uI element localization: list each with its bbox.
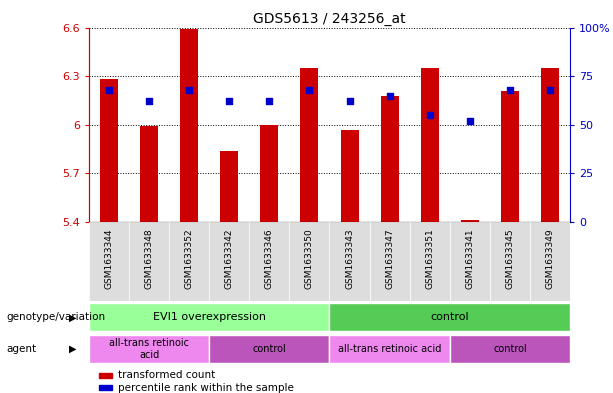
Bar <box>169 222 209 301</box>
Text: GSM1633349: GSM1633349 <box>546 228 555 289</box>
Text: all-trans retinoic acid: all-trans retinoic acid <box>338 344 441 354</box>
Text: ▶: ▶ <box>69 312 77 322</box>
Point <box>545 86 555 93</box>
Point <box>505 86 515 93</box>
Text: EVI1 overexpression: EVI1 overexpression <box>153 312 265 322</box>
Text: all-trans retinoic
acid: all-trans retinoic acid <box>109 338 189 360</box>
Text: percentile rank within the sample: percentile rank within the sample <box>118 383 294 393</box>
Text: GSM1633347: GSM1633347 <box>385 228 394 289</box>
Bar <box>330 335 450 363</box>
Bar <box>209 222 249 301</box>
Text: GSM1633342: GSM1633342 <box>225 228 234 289</box>
Title: GDS5613 / 243256_at: GDS5613 / 243256_at <box>253 13 406 26</box>
Bar <box>99 373 112 378</box>
Point <box>385 92 395 99</box>
Text: ▶: ▶ <box>69 344 77 354</box>
Point <box>264 98 274 105</box>
Point <box>305 86 314 93</box>
Point <box>185 86 194 93</box>
Bar <box>340 130 359 222</box>
Bar <box>209 335 330 363</box>
Text: genotype/variation: genotype/variation <box>6 312 105 322</box>
Text: GSM1633346: GSM1633346 <box>265 228 274 289</box>
Point <box>104 86 114 93</box>
Bar <box>450 222 490 301</box>
Text: control: control <box>253 344 286 354</box>
Text: GSM1633341: GSM1633341 <box>465 228 474 289</box>
Bar <box>89 335 209 363</box>
Bar <box>180 29 198 222</box>
Text: GSM1633348: GSM1633348 <box>145 228 153 289</box>
Text: GSM1633350: GSM1633350 <box>305 228 314 289</box>
Bar <box>89 303 330 332</box>
Text: agent: agent <box>6 344 36 354</box>
Bar <box>330 222 370 301</box>
Text: control: control <box>493 344 527 354</box>
Bar <box>461 220 479 222</box>
Bar <box>530 222 570 301</box>
Bar <box>140 127 158 222</box>
Bar <box>541 68 559 222</box>
Text: GSM1633343: GSM1633343 <box>345 228 354 289</box>
Point <box>345 98 354 105</box>
Point <box>465 118 474 124</box>
Bar <box>330 303 570 332</box>
Bar <box>300 68 319 222</box>
Point <box>144 98 154 105</box>
Text: GSM1633345: GSM1633345 <box>506 228 514 289</box>
Text: GSM1633344: GSM1633344 <box>104 228 113 289</box>
Bar <box>450 335 570 363</box>
Bar <box>220 151 238 222</box>
Bar <box>289 222 330 301</box>
Bar <box>409 222 450 301</box>
Bar <box>501 91 519 222</box>
Bar <box>490 222 530 301</box>
Bar <box>421 68 439 222</box>
Bar <box>370 222 409 301</box>
Point <box>425 112 435 118</box>
Bar <box>100 79 118 222</box>
Bar <box>99 385 112 390</box>
Bar <box>249 222 289 301</box>
Text: GSM1633352: GSM1633352 <box>185 228 194 289</box>
Point <box>224 98 234 105</box>
Text: GSM1633351: GSM1633351 <box>425 228 434 289</box>
Bar <box>129 222 169 301</box>
Bar <box>89 222 129 301</box>
Text: control: control <box>430 312 469 322</box>
Bar <box>261 125 278 222</box>
Text: transformed count: transformed count <box>118 370 215 380</box>
Bar <box>381 95 398 222</box>
